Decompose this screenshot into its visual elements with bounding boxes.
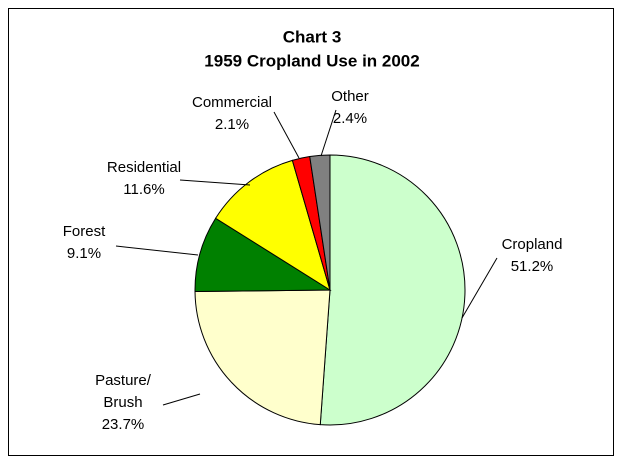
chart-subtitle: 1959 Cropland Use in 2002: [204, 51, 419, 70]
category-label: Cropland: [501, 236, 563, 253]
category-label: Pasture/ Brush: [95, 372, 151, 411]
pie-slice: [194, 289, 331, 426]
chart-title: Chart 3: [283, 27, 342, 46]
leader-line: [461, 257, 498, 319]
value-label: 23.7%: [101, 416, 145, 433]
pie: [194, 154, 466, 426]
value-label: 11.6%: [123, 181, 165, 198]
data-label: Residential 11.6%: [107, 157, 181, 201]
pie-slice: [319, 154, 466, 426]
leader-line: [273, 111, 300, 159]
leader-line: [115, 245, 199, 256]
category-label: Residential: [106, 159, 182, 176]
value-label: 2.4%: [332, 110, 368, 127]
data-label: Forest 9.1%: [63, 221, 106, 265]
value-label: 9.1%: [66, 245, 102, 262]
data-label: Commercial 2.1%: [192, 92, 272, 136]
category-label: Forest: [62, 223, 106, 240]
pie-slice: [309, 154, 331, 291]
leader-line: [320, 109, 337, 157]
value-label: 51.2%: [510, 258, 554, 275]
leader-line: [162, 393, 201, 406]
category-label: Other: [331, 88, 369, 105]
value-label: 2.1%: [214, 116, 250, 133]
data-label: Cropland 51.2%: [502, 234, 563, 278]
data-label: Other 2.4%: [331, 86, 369, 130]
leader-line: [179, 179, 251, 186]
data-label: Pasture/ Brush 23.7%: [95, 370, 151, 436]
category-label: Commercial: [191, 94, 273, 111]
